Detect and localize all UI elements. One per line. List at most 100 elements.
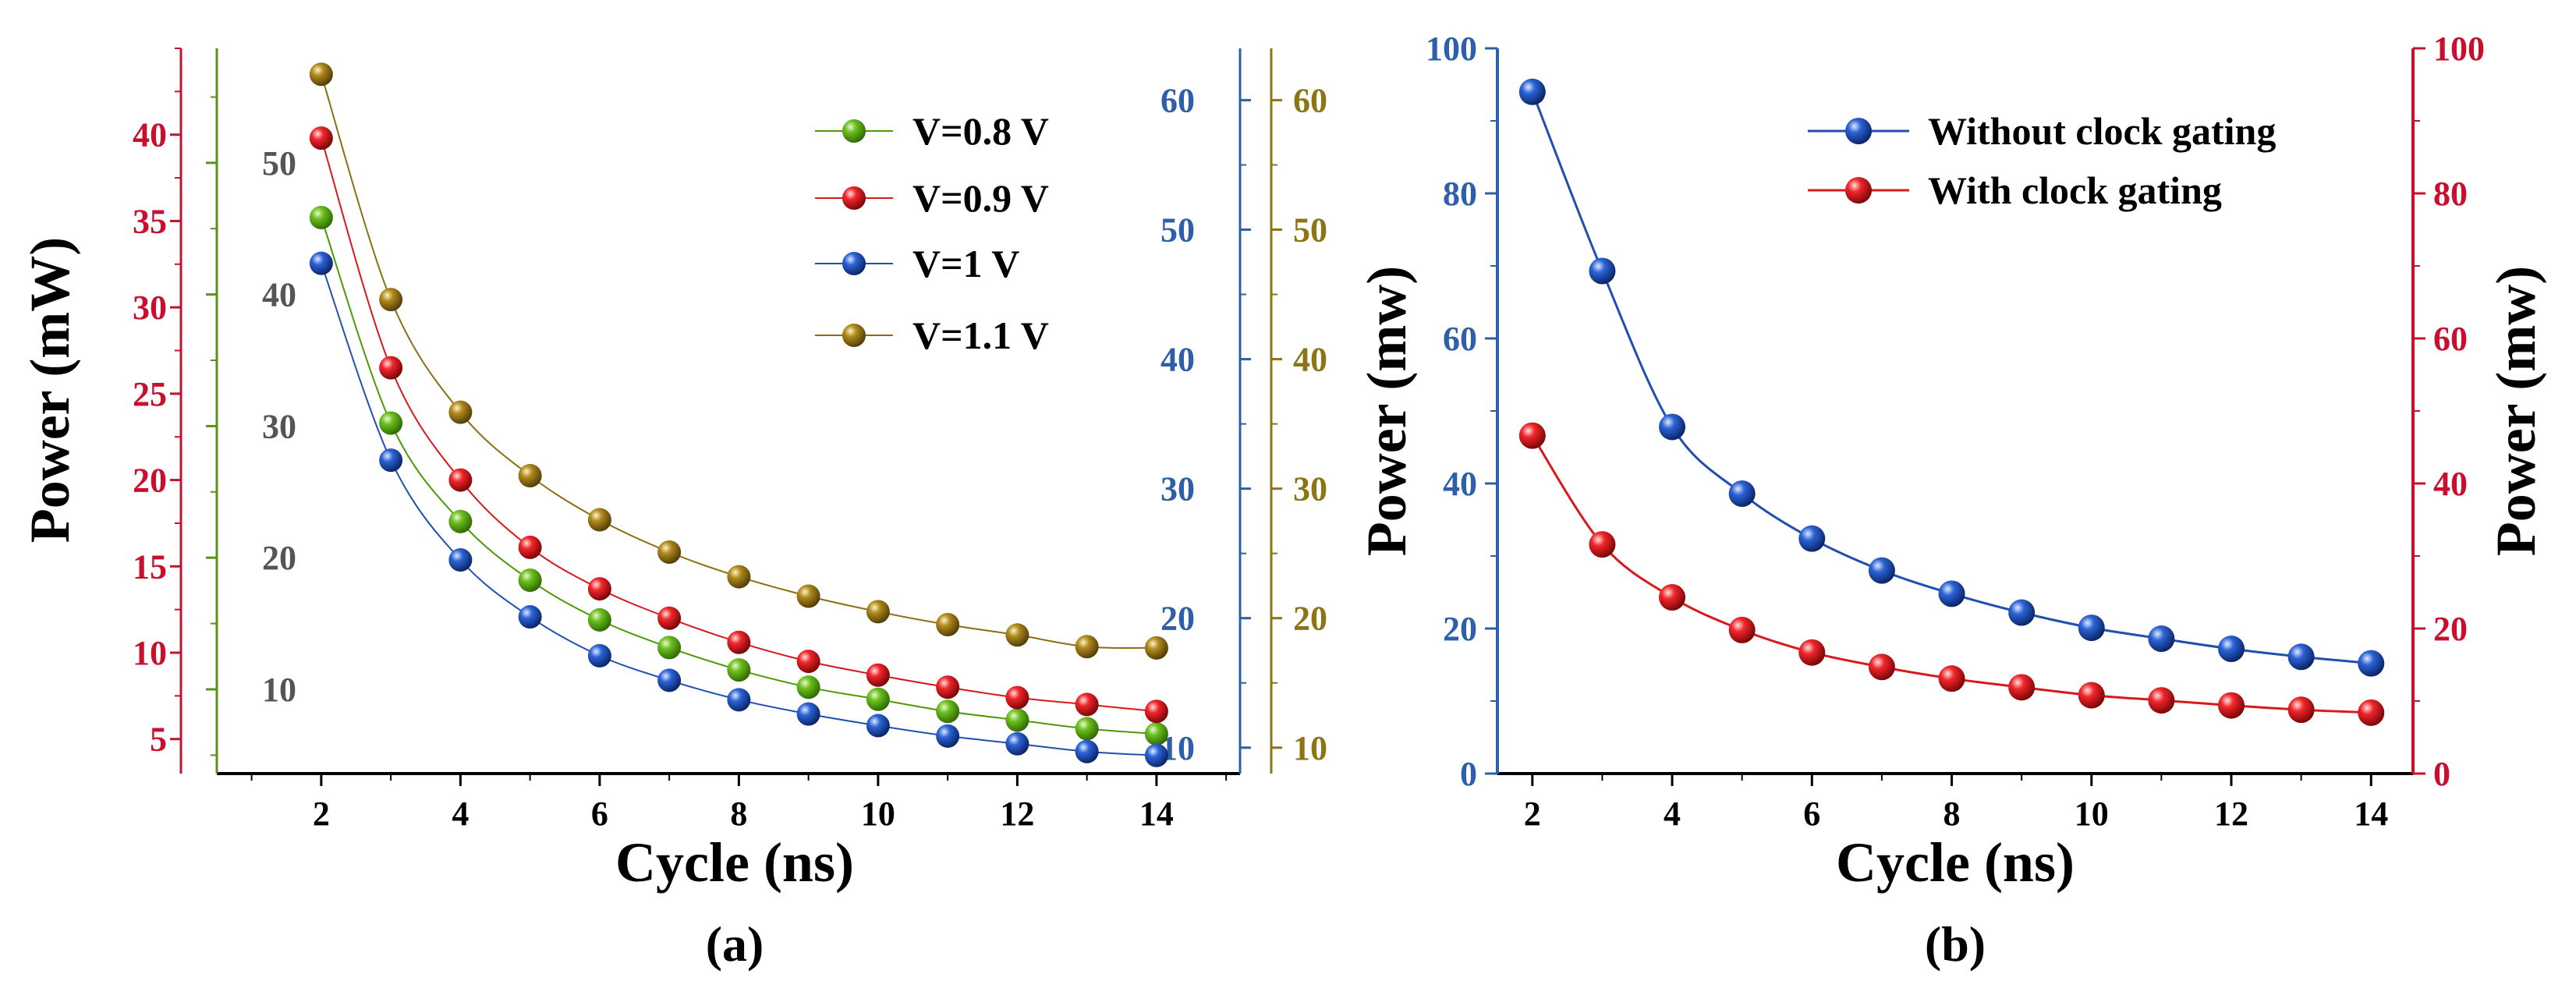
panel-b: 2 4 6 8 10 12 14 0 0 20 20 40 40 60 60 80 80 100 100 Witho… — [1355, 30, 2547, 972]
panel-a-x-tick-label: 14 — [1139, 795, 1174, 833]
panel-a-point-v-0-8-v — [866, 687, 890, 711]
panel-a-point-v-0-8-v — [379, 411, 403, 435]
panel-b-point-with-clock-gating — [1868, 653, 1895, 681]
panel-a-blue-axis-tick-label: 30 — [1160, 470, 1195, 508]
panel-a-blue-axis-tick-label: 50 — [1160, 211, 1195, 250]
panel-b-right-axis-tick-label: 100 — [2433, 30, 2485, 68]
panel-a-gold-axis-tick-label: 10 — [1293, 729, 1327, 767]
panel-a-point-v-0-9-v — [657, 606, 682, 630]
panel-a-point-v-0-9-v — [518, 535, 542, 559]
panel-a-blue-axis-tick-label: 20 — [1160, 600, 1195, 638]
legend-label-v09: V=0.9 V — [912, 176, 1049, 220]
panel-a-point-v-0-9-v — [1144, 699, 1168, 724]
panel-b-point-with-clock-gating — [2217, 692, 2245, 719]
panel-a-point-v-1-v — [518, 605, 542, 629]
legend-marker-v11 — [842, 324, 866, 347]
legend-item-v1: V=1 V — [815, 242, 1019, 285]
panel-a: 2 4 6 8 10 12 14 5 10 15 20 25 30 35 40 10 20 30 40 50 10 20 3… — [19, 48, 1327, 972]
panel-b-point-with-clock-gating — [1589, 531, 1616, 558]
panel-a-x-tick-label: 6 — [591, 795, 608, 833]
panel-b-right-axis-title: Power (mw) — [2485, 266, 2547, 557]
panel-b-x-tick-label: 6 — [1803, 795, 1820, 833]
panel-b-left-axis-tick-label: 80 — [1443, 175, 1477, 213]
panel-a-point-v-1-1-v — [448, 400, 473, 424]
panel-b-point-with-clock-gating — [2287, 696, 2315, 724]
panel-b-left-axis-tick-label: 40 — [1443, 465, 1477, 503]
panel-b-right-axis-tick-label: 40 — [2433, 465, 2468, 503]
panel-a-point-v-1-v — [1075, 739, 1099, 763]
panel-b-ticks: 2 4 6 8 10 12 14 0 0 20 20 40 40 60 60 80 80 100 100 — [1426, 30, 2485, 833]
panel-a-point-v-0-8-v — [518, 568, 542, 592]
panel-a-point-v-1-v — [587, 643, 611, 668]
panel-b-point-with-clock-gating — [2358, 699, 2385, 726]
panel-b-x-tick-label: 4 — [1664, 795, 1681, 833]
panel-a-red-axis-tick-label: 30 — [133, 289, 167, 327]
panel-a-gold-axis-tick-label: 30 — [1293, 470, 1327, 508]
panel-b-x-tick-label: 10 — [2075, 795, 2109, 833]
panel-a-green-axis-tick-label: 10 — [262, 671, 296, 709]
panel-b-left-axis-tick-label: 0 — [1460, 755, 1477, 793]
panel-b-point-without-clock-gating — [1589, 257, 1616, 285]
panel-a-point-v-1-v — [1005, 731, 1029, 756]
panel-b-right-axis-tick-label: 20 — [2433, 610, 2468, 648]
panel-a-point-v-0-9-v — [796, 650, 820, 674]
panel-b-point-with-clock-gating — [2008, 674, 2036, 701]
panel-a-point-v-0-8-v — [1075, 717, 1099, 741]
panel-a-point-v-1-1-v — [518, 464, 542, 488]
panel-a-point-v-0-8-v — [796, 675, 820, 699]
panel-b-point-with-clock-gating — [1798, 639, 1826, 666]
panel-b-point-without-clock-gating — [1659, 413, 1686, 441]
panel-b-x-tick-label: 12 — [2214, 795, 2248, 833]
panel-a-caption: (a) — [706, 916, 764, 972]
panel-b-point-without-clock-gating — [1938, 580, 1965, 607]
panel-b-left-axis-tick-label: 60 — [1443, 320, 1477, 358]
panel-a-green-axis-tick-label: 40 — [262, 276, 296, 314]
legend-marker-v09 — [842, 186, 866, 210]
panel-a-point-v-0-8-v — [1144, 722, 1168, 746]
panel-b-right-axis-tick-label: 0 — [2433, 755, 2450, 793]
panel-a-point-v-0-9-v — [379, 356, 403, 380]
panel-a-green-axis-tick-label: 30 — [262, 407, 296, 445]
panel-b-point-with-clock-gating — [2078, 682, 2105, 709]
panel-a-point-v-0-8-v — [587, 607, 611, 632]
panel-a-green-axis-tick-label: 20 — [262, 539, 296, 577]
panel-a-point-v-1-1-v — [379, 288, 403, 312]
panel-b-right-axis-tick-label: 60 — [2433, 320, 2468, 358]
panel-b-x-tick-label: 2 — [1524, 795, 1541, 833]
panel-b-point-with-clock-gating — [1728, 616, 1756, 643]
panel-a-point-v-1-1-v — [866, 600, 890, 624]
legend-item-with-gating: With clock gating — [1808, 168, 2222, 212]
panel-a-point-v-1-1-v — [657, 540, 682, 565]
panel-b-point-without-clock-gating — [2287, 643, 2315, 671]
panel-a-gold-axis-tick-label: 20 — [1293, 600, 1327, 638]
legend-label-v11: V=1.1 V — [912, 313, 1049, 357]
panel-a-gold-axis-tick-label: 50 — [1293, 211, 1327, 250]
panel-b-x-axis-title: Cycle (ns) — [1836, 831, 2075, 894]
panel-a-point-v-1-v — [448, 547, 473, 572]
panel-a-red-axis-tick-label: 40 — [133, 116, 167, 154]
legend-item-v09: V=0.9 V — [815, 176, 1049, 220]
panel-a-blue-axis-tick-label: 40 — [1160, 341, 1195, 379]
legend-label-v08: V=0.8 V — [912, 109, 1049, 153]
panel-a-x-tick-label: 8 — [730, 795, 747, 833]
panel-a-ticks: 2 4 6 8 10 12 14 5 10 15 20 25 30 35 40 10 20 30 40 50 10 20 3… — [133, 48, 1327, 833]
panel-a-legend: V=0.8 V V=0.9 V V=1 V V=1.1 V — [815, 109, 1049, 357]
panel-a-point-v-1-1-v — [1144, 636, 1168, 660]
legend-marker-without-gating — [1845, 118, 1872, 144]
panel-a-red-axis-tick-label: 35 — [133, 202, 167, 240]
panel-b-point-without-clock-gating — [2148, 625, 2175, 653]
panel-a-red-axis-tick-label: 20 — [133, 462, 167, 500]
panel-a-point-v-0-8-v — [657, 636, 682, 660]
panel-b-x-tick-label: 14 — [2354, 795, 2388, 833]
panel-a-x-tick-label: 2 — [313, 795, 330, 833]
panel-b-point-without-clock-gating — [2217, 636, 2245, 663]
panel-a-red-axis-tick-label: 15 — [133, 547, 167, 586]
panel-b-point-without-clock-gating — [1868, 557, 1895, 584]
legend-item-v08: V=0.8 V — [815, 109, 1049, 153]
panel-a-point-v-1-1-v — [936, 613, 960, 637]
panel-b-right-axis-tick-label: 80 — [2433, 175, 2468, 213]
panel-a-line-v-0-9-v — [320, 137, 1157, 713]
panel-a-x-tick-label: 4 — [452, 795, 469, 833]
panel-a-point-v-1-v — [1144, 743, 1168, 767]
panel-b-point-with-clock-gating — [2148, 687, 2175, 714]
